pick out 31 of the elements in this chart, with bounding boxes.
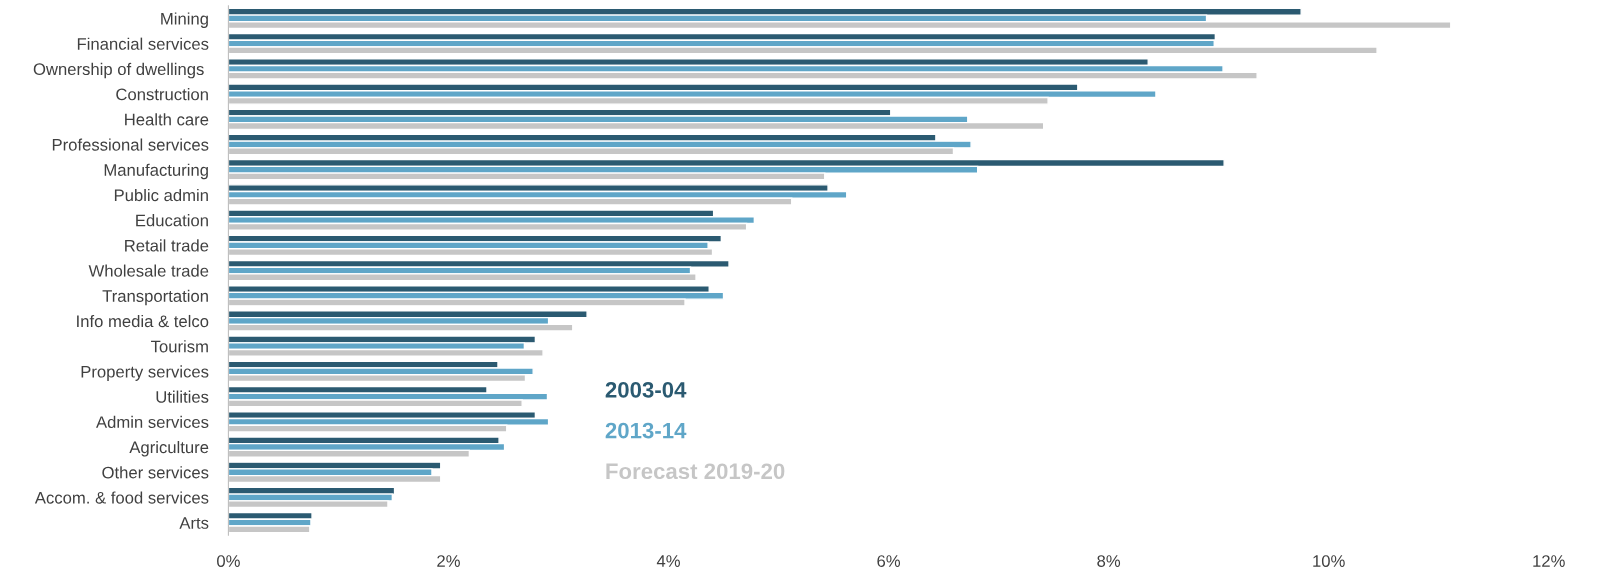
y-tick-label: Construction xyxy=(116,88,208,101)
y-tick-label: Admin services xyxy=(96,415,209,429)
x-tick-label: 12% xyxy=(1533,555,1565,567)
x-tick-label: 8% xyxy=(1097,555,1121,567)
y-tick-label: Health care xyxy=(125,113,209,126)
y-tick-label: Manufacturing xyxy=(104,163,208,180)
y-tick-label: Professional services xyxy=(52,138,209,151)
y-tick-label: Other services xyxy=(102,466,209,479)
y-tick-label: Info media & telco xyxy=(77,314,209,328)
y-tick-label: Financial services xyxy=(77,37,209,50)
x-tick-label: 0% xyxy=(217,555,240,567)
x-tick-label: 6% xyxy=(877,555,901,567)
y-tick-label: Agriculture xyxy=(129,441,209,457)
x-tick-label: 4% xyxy=(656,555,680,567)
y-tick-label: Utilities xyxy=(156,390,209,403)
y-tick-label: Mining xyxy=(161,12,208,28)
y-tick-label: Arts xyxy=(179,517,209,529)
text: 2003-04 xyxy=(605,381,687,398)
y-tick-label: Tourism xyxy=(151,340,208,353)
y-tick-label: Education xyxy=(136,214,208,227)
text: 2013-14 xyxy=(605,422,687,439)
y-tick-label: Public admin xyxy=(114,188,208,202)
x-tick-label: 2% xyxy=(437,555,460,567)
y-tick-label: Property services xyxy=(81,365,209,381)
x-tick-label: 10% xyxy=(1313,555,1345,567)
y-tick-label: Ownership of dwellings xyxy=(33,62,204,79)
y-tick-label: Retail trade xyxy=(125,239,209,252)
y-tick-label: Wholesale trade xyxy=(88,264,209,277)
y-tick-label: Accom. & food services xyxy=(34,491,209,504)
text: Forecast 2019-20 xyxy=(606,463,785,480)
y-tick-label: Transportation xyxy=(102,289,208,306)
